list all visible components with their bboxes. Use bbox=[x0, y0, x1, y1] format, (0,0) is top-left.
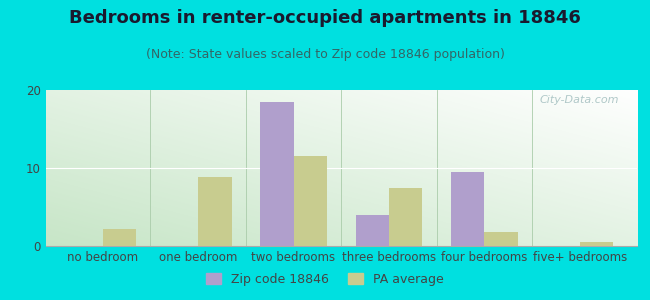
Bar bbox=[389, 188, 422, 246]
Bar bbox=[294, 156, 327, 246]
Text: (Note: State values scaled to Zip code 18846 population): (Note: State values scaled to Zip code 1… bbox=[146, 48, 504, 61]
Bar bbox=[580, 242, 613, 246]
Bar bbox=[484, 232, 518, 246]
Bar bbox=[356, 215, 389, 246]
Bar bbox=[260, 102, 294, 246]
Text: Bedrooms in renter-occupied apartments in 18846: Bedrooms in renter-occupied apartments i… bbox=[69, 9, 581, 27]
Bar bbox=[451, 172, 484, 246]
Bar bbox=[198, 177, 231, 246]
Legend: Zip code 18846, PA average: Zip code 18846, PA average bbox=[202, 268, 448, 291]
Bar bbox=[103, 229, 136, 246]
Text: City-Data.com: City-Data.com bbox=[540, 95, 619, 105]
